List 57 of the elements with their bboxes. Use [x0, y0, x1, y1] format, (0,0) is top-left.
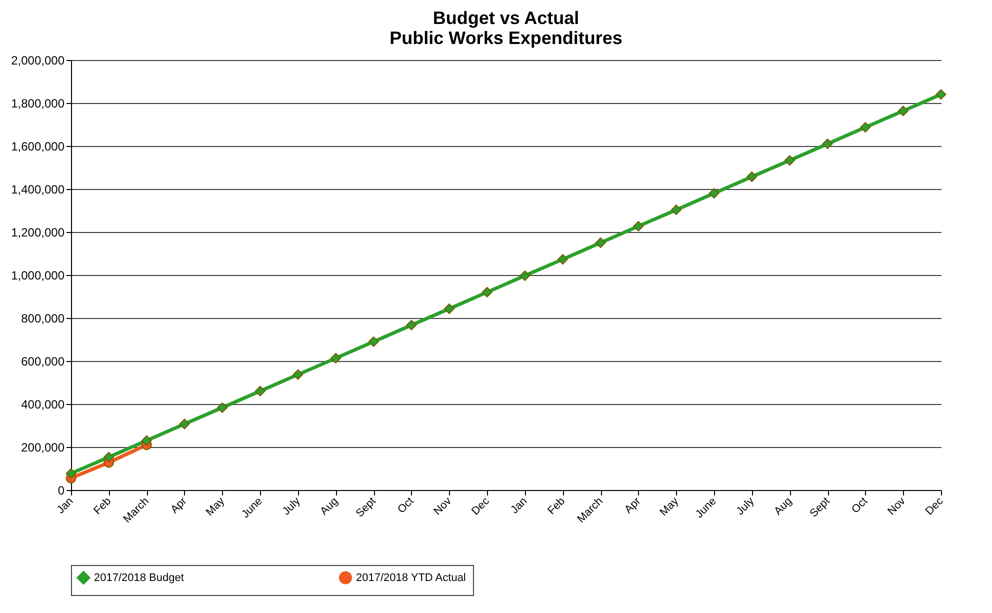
x-tick-label: Jan — [508, 495, 530, 516]
x-tick-label: July — [280, 494, 304, 518]
point — [444, 304, 455, 314]
x-tick-label: Apr — [622, 495, 644, 516]
point — [822, 138, 833, 150]
point — [292, 369, 304, 380]
point — [330, 352, 342, 364]
point — [557, 254, 568, 265]
point — [141, 435, 152, 446]
y-tick-label: 1,200,000 — [11, 226, 65, 240]
x-tick-label: May — [204, 494, 228, 518]
x-tick-label: Oct — [849, 495, 870, 516]
y-tick-label: 0 — [58, 484, 65, 498]
point — [746, 172, 758, 182]
x-tick-label: Oct — [396, 495, 416, 516]
x-tick-label: Dec — [470, 494, 492, 518]
point — [217, 402, 228, 413]
point — [406, 320, 417, 330]
point — [179, 418, 190, 430]
y-tick-label: 1,800,000 — [11, 96, 65, 110]
y-tick-label: 200,000 — [21, 440, 65, 454]
x-tick-label: Apr — [168, 495, 190, 516]
x-tick-label: May — [658, 494, 682, 518]
x-tick-label: July — [734, 494, 757, 518]
x-tick-label: Nov — [432, 494, 454, 518]
point — [482, 286, 492, 298]
x-tick-label: Nov — [886, 494, 908, 518]
point — [633, 220, 644, 232]
point — [936, 89, 946, 100]
x-tick-label: Dec — [923, 494, 946, 518]
point — [784, 155, 795, 166]
y-tick-label: 1,600,000 — [11, 140, 65, 154]
point — [104, 452, 114, 462]
legend-label: 2017/2018 YTD Actual — [356, 572, 466, 584]
x-tick-label: Aug — [772, 495, 794, 518]
point — [898, 106, 908, 116]
point — [670, 204, 682, 216]
x-tick-label: Jan — [54, 495, 76, 516]
x-tick-label: Feb — [546, 495, 568, 518]
y-tick-label: 400,000 — [21, 398, 65, 412]
point — [708, 188, 720, 199]
point — [66, 468, 76, 479]
point — [368, 336, 379, 347]
x-tick-label: Feb — [92, 495, 114, 518]
y-tick-label: 800,000 — [21, 312, 65, 326]
y-tick-label: 1,000,000 — [11, 268, 65, 282]
point — [595, 238, 606, 248]
point — [254, 386, 266, 396]
x-tick-label: Aug — [318, 495, 341, 518]
y-tick-label: 1,400,000 — [11, 182, 65, 196]
point — [860, 122, 871, 133]
chart-title: Budget vs Actual — [432, 8, 580, 28]
chart-subtitle: Public Works Expenditures — [390, 28, 622, 48]
y-tick-label: 2,000,000 — [11, 54, 65, 68]
point — [520, 270, 530, 281]
y-tick-label: 600,000 — [21, 354, 65, 368]
legend-label: 2017/2018 Budget — [94, 572, 184, 584]
